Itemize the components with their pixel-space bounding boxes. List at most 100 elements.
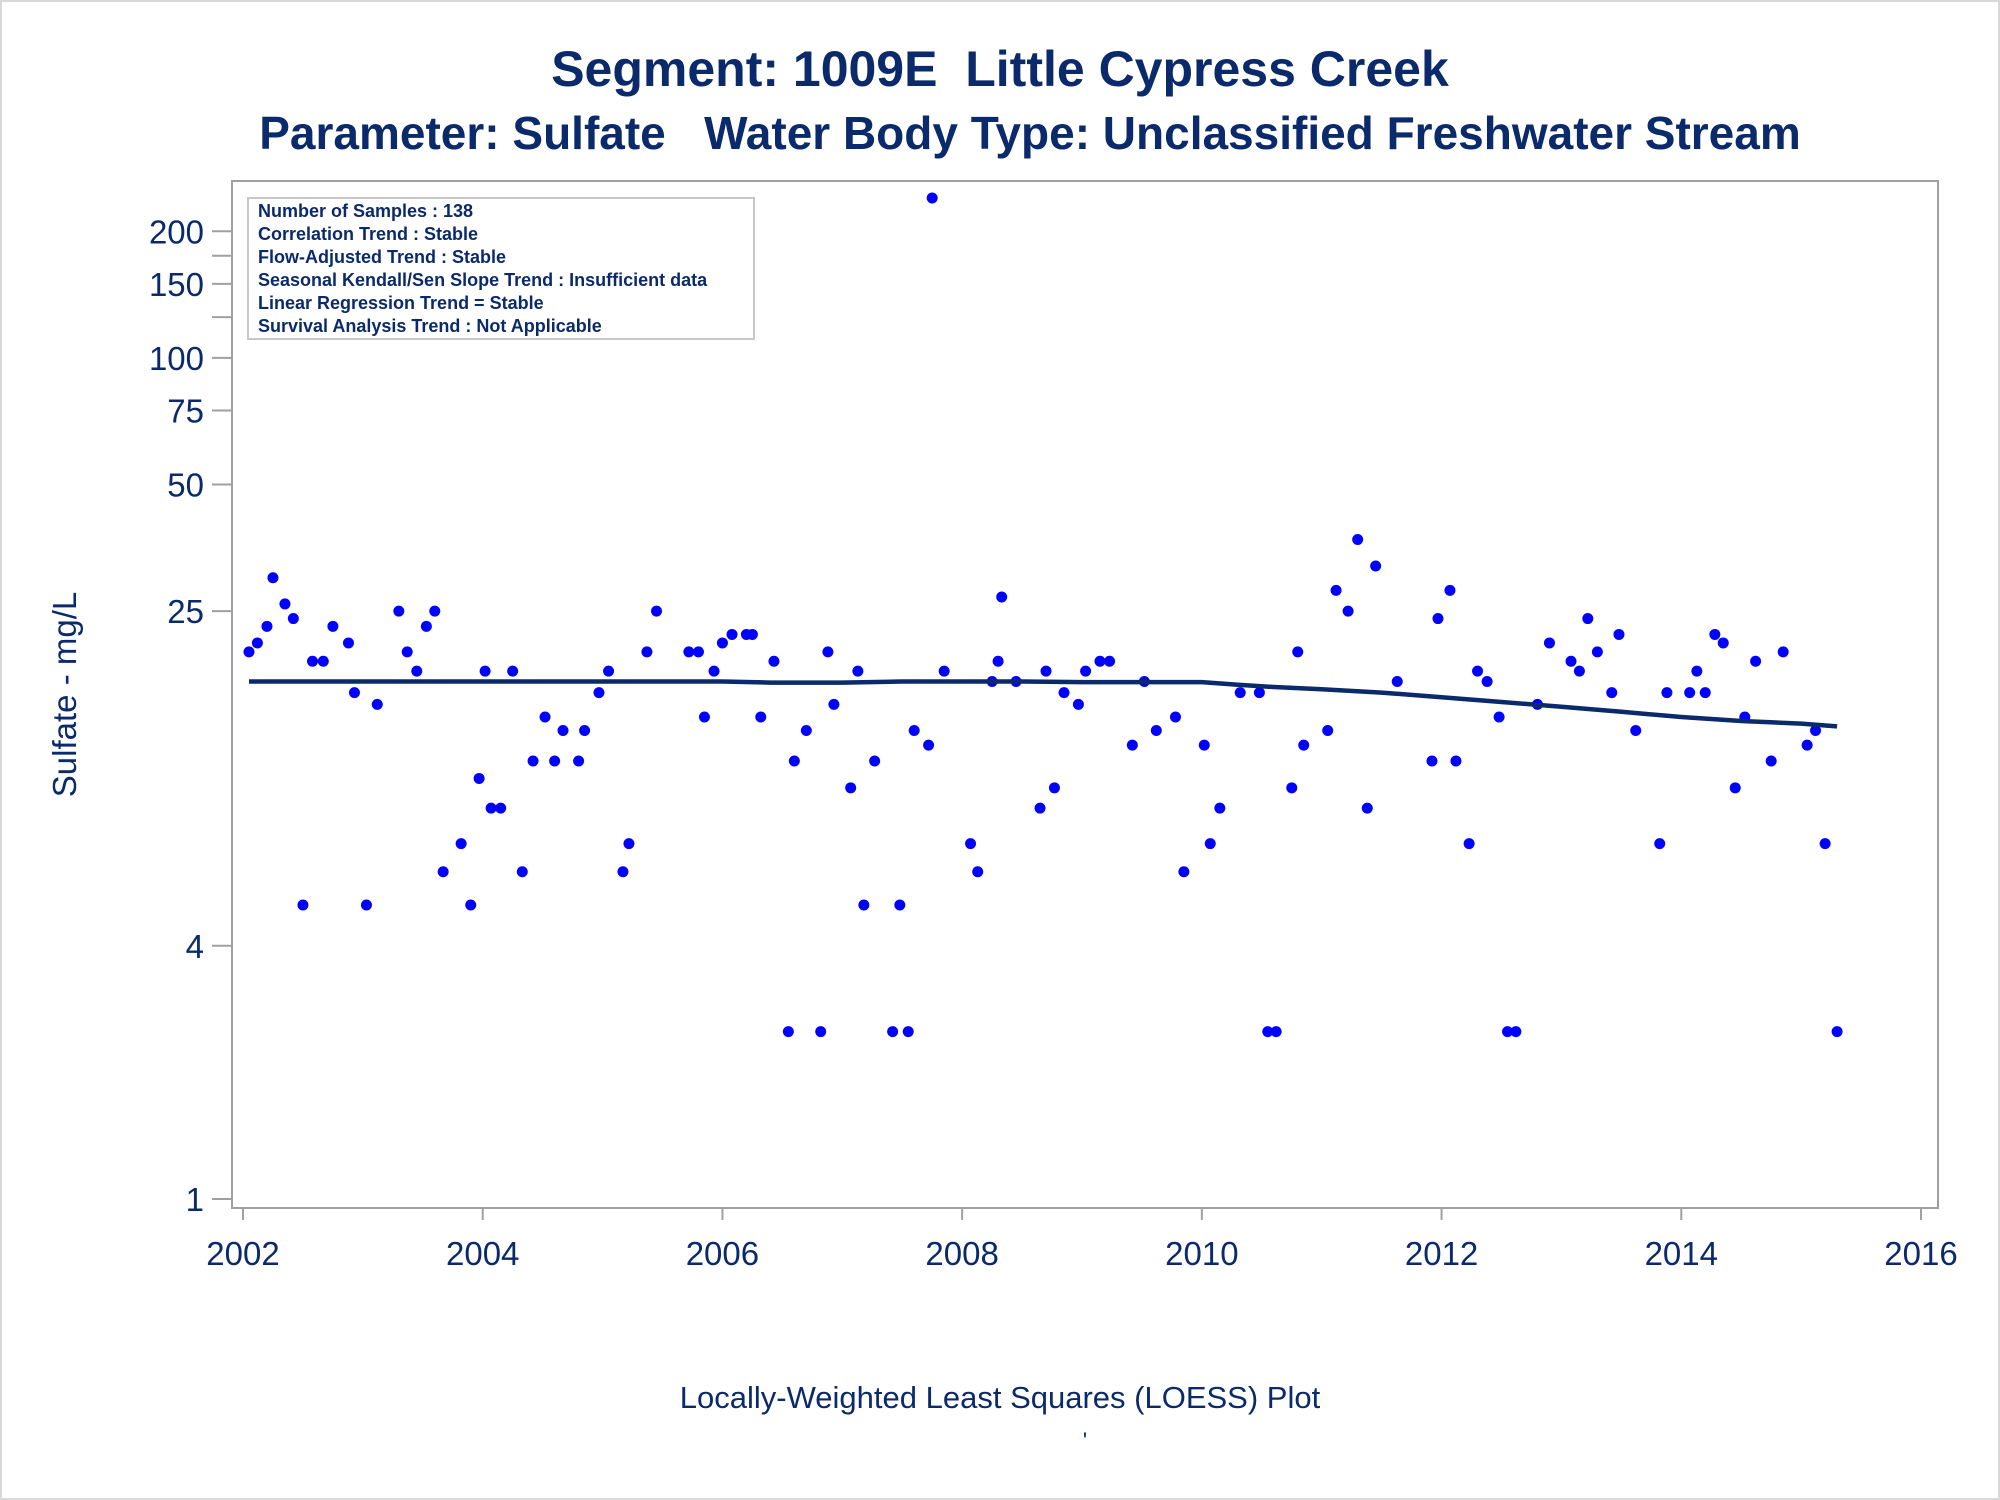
stats-line: Number of Samples : 138 [258, 201, 473, 221]
data-point [539, 711, 551, 723]
data-point [1501, 1026, 1513, 1038]
data-point [267, 572, 279, 584]
data-point [858, 899, 870, 911]
data-point [800, 725, 812, 737]
data-point [1432, 613, 1444, 625]
data-point [869, 755, 881, 767]
data-point [1178, 866, 1190, 878]
data-point [822, 646, 834, 658]
data-point [243, 646, 255, 658]
data-point [782, 1026, 794, 1038]
data-point [527, 755, 539, 767]
data-point [327, 620, 339, 632]
data-point [1080, 665, 1092, 677]
data-point [716, 637, 728, 649]
data-point [965, 838, 977, 850]
data-point [1444, 584, 1456, 596]
data-point [908, 725, 920, 737]
data-point [1691, 665, 1703, 677]
data-point [1481, 676, 1493, 688]
x-tick-label: 2006 [686, 1235, 759, 1272]
data-point [429, 605, 441, 617]
data-point [1472, 665, 1484, 677]
data-point [1298, 739, 1310, 751]
data-point [698, 711, 710, 723]
data-point [828, 698, 840, 710]
data-point [1819, 838, 1831, 850]
data-point [1831, 1026, 1843, 1038]
data-point [1286, 782, 1298, 794]
data-point [371, 698, 383, 710]
x-tick-label: 2012 [1405, 1235, 1478, 1272]
data-point [1606, 687, 1618, 699]
data-point [348, 687, 360, 699]
x-tick-label: 2014 [1645, 1235, 1718, 1272]
y-axis-label: Sulfate - mg/L [46, 592, 83, 797]
data-point [1573, 665, 1585, 677]
data-point [437, 866, 449, 878]
data-point [1234, 687, 1246, 699]
data-point [1591, 646, 1603, 658]
data-point [1765, 755, 1777, 767]
data-point [1661, 687, 1673, 699]
data-point [1684, 687, 1696, 699]
stats-line: Linear Regression Trend = Stable [258, 293, 544, 313]
data-point [1342, 605, 1354, 617]
data-point [1613, 628, 1625, 640]
y-tick-label: 200 [149, 213, 204, 250]
data-point [1104, 655, 1116, 667]
y-tick-label: 150 [149, 266, 204, 303]
data-point [485, 802, 497, 814]
x-tick-label: 2004 [446, 1235, 519, 1272]
x-tick-label: 2010 [1165, 1235, 1238, 1272]
data-point [573, 755, 585, 767]
data-point [692, 646, 704, 658]
data-point [495, 802, 507, 814]
stats-legend-box: Number of Samples : 138 Correlation Trend… [247, 197, 755, 340]
data-point [1543, 637, 1555, 649]
data-point [1204, 838, 1216, 850]
data-point [1040, 665, 1052, 677]
loess-curve-layer [249, 679, 1838, 729]
data-point [420, 620, 432, 632]
data-point [1330, 584, 1342, 596]
y-tick-label: 100 [149, 340, 204, 377]
data-point [755, 711, 767, 723]
data-point [923, 739, 935, 751]
data-point [1198, 739, 1210, 751]
data-point [815, 1026, 827, 1038]
data-point [465, 899, 477, 911]
data-point [579, 725, 591, 737]
data-point [1150, 725, 1162, 737]
data-point [1463, 838, 1475, 850]
data-point [1370, 560, 1382, 572]
data-point [1582, 613, 1594, 625]
data-point [1654, 838, 1666, 850]
data-point [1352, 533, 1364, 545]
chart-title: Segment: 1009E Little Cypress Creek [551, 41, 1449, 97]
data-point [708, 665, 720, 677]
data-point [1777, 646, 1789, 658]
data-point [1493, 711, 1505, 723]
data-point [1510, 1026, 1522, 1038]
stats-legend-border [247, 197, 755, 340]
y-tick-label: 75 [167, 392, 204, 429]
data-point [683, 646, 695, 658]
data-point [1034, 802, 1046, 814]
data-point [507, 665, 519, 677]
data-point [1253, 687, 1265, 699]
data-point [992, 655, 1004, 667]
data-point [603, 665, 615, 677]
data-point [342, 637, 354, 649]
data-point [516, 866, 528, 878]
x-tick-label: 2016 [1884, 1235, 1957, 1272]
data-point [845, 782, 857, 794]
data-point [887, 1026, 899, 1038]
stats-line: Seasonal Kendall/Sen Slope Trend : Insuf… [258, 270, 708, 290]
data-point [1709, 628, 1721, 640]
chart-subtitle: Parameter: Sulfate Water Body Type: Uncl… [259, 107, 1801, 159]
data-point [1729, 782, 1741, 794]
data-point [996, 591, 1008, 603]
